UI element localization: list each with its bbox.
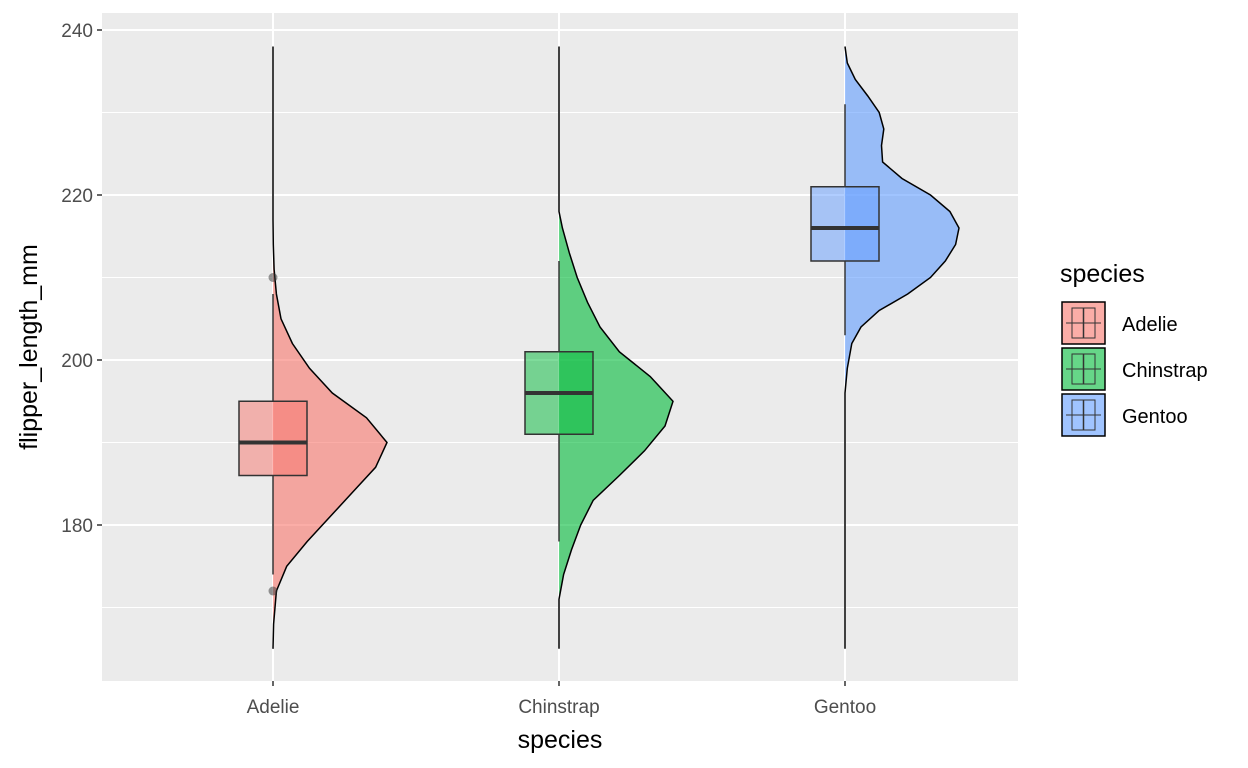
x-tick-label: Gentoo — [814, 697, 876, 718]
outlier-point — [268, 273, 278, 282]
y-axis-title: flipper_length_mm — [15, 244, 43, 450]
y-tick-label: 200 — [61, 351, 93, 372]
violin-outline-adelie — [272, 46, 388, 649]
legend-label-chinstrap: Chinstrap — [1122, 360, 1208, 382]
legend-label-gentoo: Gentoo — [1122, 406, 1188, 428]
legend-keys: Adelie Chinstrap Gentoo — [1061, 301, 1208, 437]
y-tick-label: 180 — [61, 516, 93, 537]
y-tick-label: 240 — [61, 21, 93, 42]
outlier-point — [268, 586, 278, 596]
box-adelie — [238, 400, 308, 477]
legend-label-adelie: Adelie — [1122, 314, 1178, 336]
axes-layer: 180 200 220 240 Adelie Chinstrap Gentoo — [61, 21, 876, 718]
x-tick-label: Adelie — [247, 697, 300, 718]
violin-outline-gentoo — [844, 46, 960, 649]
legend: species Adelie Chinstrap Gentoo — [1060, 260, 1208, 437]
x-axis-title: species — [518, 726, 603, 754]
violin-adelie — [273, 46, 387, 649]
y-tick-label: 220 — [61, 186, 93, 207]
legend-title: species — [1060, 260, 1145, 288]
boxplot-layer — [238, 104, 880, 596]
box-gentoo — [810, 186, 880, 262]
x-tick-label: Chinstrap — [518, 697, 599, 718]
violin-outline-chinstrap — [558, 46, 674, 649]
